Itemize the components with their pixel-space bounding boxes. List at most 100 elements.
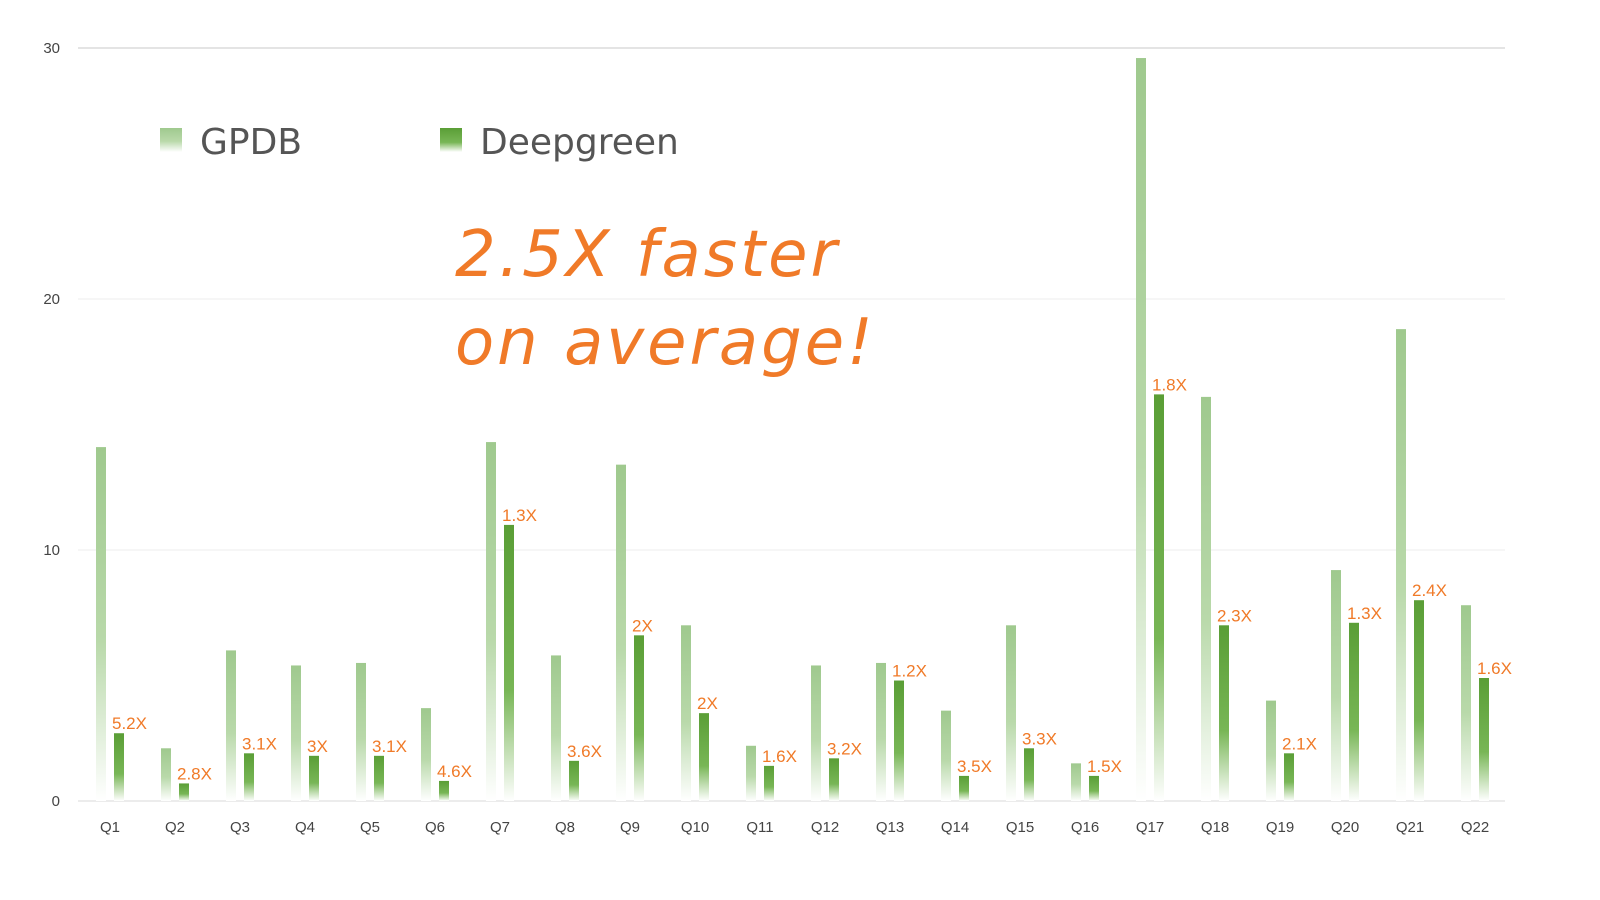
data-label: 1.3X	[502, 506, 537, 525]
annotation-line-1: 2.5X faster	[455, 218, 841, 292]
bar-deepgreen	[699, 713, 709, 801]
data-label: 1.8X	[1152, 375, 1187, 394]
data-label: 3.1X	[372, 737, 407, 756]
x-category-label: Q13	[876, 819, 904, 836]
x-category-label: Q11	[746, 819, 773, 836]
data-label: 1.6X	[1477, 659, 1512, 678]
bar-deepgreen	[634, 635, 644, 801]
bar-gpdb	[1461, 605, 1471, 801]
x-category-label: Q3	[230, 819, 250, 836]
bar-deepgreen	[504, 524, 514, 801]
legend-label-deepgreen: Deepgreen	[480, 122, 679, 163]
bar-deepgreen	[1089, 775, 1099, 801]
x-category-label: Q16	[1071, 819, 1099, 836]
annotation: 2.5X faster on average!	[455, 218, 876, 380]
x-category-label: Q18	[1201, 819, 1229, 836]
bars	[96, 58, 1489, 802]
bar-gpdb	[421, 708, 431, 801]
x-category-label: Q8	[555, 819, 575, 836]
bar-gpdb	[1071, 763, 1081, 801]
data-label: 2.8X	[177, 764, 212, 783]
bar-gpdb	[356, 662, 366, 801]
bar-gpdb	[1201, 396, 1211, 801]
bar-deepgreen	[374, 755, 384, 801]
x-category-label: Q12	[811, 819, 839, 836]
bar-deepgreen	[244, 753, 254, 801]
y-tick-label: 20	[43, 291, 60, 308]
annotation-line-2: on average!	[455, 306, 876, 380]
data-label: 5.2X	[112, 714, 147, 733]
bar-deepgreen	[959, 775, 969, 801]
bar-gpdb	[1136, 58, 1146, 802]
x-category-label: Q10	[681, 819, 709, 836]
bar-gpdb	[746, 745, 756, 801]
data-label: 3.3X	[1022, 729, 1057, 748]
bar-gpdb	[1266, 700, 1276, 801]
data-label: 2.1X	[1282, 734, 1317, 753]
x-category-label: Q15	[1006, 819, 1034, 836]
bar-deepgreen	[1219, 625, 1229, 801]
bar-gpdb	[941, 710, 951, 801]
bar-deepgreen	[114, 733, 124, 801]
x-category-label: Q22	[1461, 819, 1489, 836]
bar-gpdb	[291, 665, 301, 801]
y-axis-ticks: 0 10 20 30	[43, 40, 60, 810]
bar-gpdb	[96, 447, 106, 801]
bar-deepgreen	[764, 765, 774, 801]
legend-swatch-deepgreen	[440, 128, 462, 152]
data-label: 2.3X	[1217, 606, 1252, 625]
bar-gpdb	[681, 625, 691, 801]
data-label: 2.4X	[1412, 581, 1447, 600]
x-category-label: Q20	[1331, 819, 1359, 836]
bar-deepgreen	[1479, 678, 1489, 801]
bar-deepgreen	[309, 755, 319, 801]
data-label: 2X	[632, 616, 653, 635]
bar-deepgreen	[1349, 622, 1359, 801]
x-category-label: Q7	[490, 819, 510, 836]
bar-deepgreen	[1284, 753, 1294, 801]
bar-gpdb	[876, 662, 886, 801]
y-tick-label: 10	[43, 542, 60, 559]
bar-deepgreen	[439, 780, 449, 801]
bar-gpdb	[551, 655, 561, 801]
bar-gpdb	[486, 442, 496, 801]
bar-gpdb	[226, 650, 236, 801]
x-category-label: Q6	[425, 819, 445, 836]
bar-deepgreen	[894, 680, 904, 801]
data-label: 1.6X	[762, 747, 797, 766]
bar-gpdb	[811, 665, 821, 801]
data-label: 2X	[697, 694, 718, 713]
bar-deepgreen	[1414, 600, 1424, 801]
x-category-label: Q9	[620, 819, 640, 836]
data-label: 1.2X	[892, 662, 927, 681]
x-category-label: Q21	[1396, 819, 1424, 836]
bar-gpdb	[161, 748, 171, 801]
y-tick-label: 0	[52, 793, 60, 810]
bar-gpdb	[1396, 329, 1406, 801]
data-label: 3.1X	[242, 734, 277, 753]
bar-deepgreen	[1024, 748, 1034, 801]
x-category-label: Q5	[360, 819, 380, 836]
x-category-label: Q14	[941, 819, 969, 836]
data-labels: 5.2X 2.8X 3.1X 3X 3.1X 4.6X 1.3X 3.6X 2X 2X 1.6X 3.…	[112, 375, 1512, 783]
x-axis-categories: Q1 Q2 Q3 Q4 Q5 Q6 Q7 Q8 Q9 Q10 Q11 Q12 Q13 Q14 Q15 Q16 Q…	[100, 819, 1489, 836]
bar-gpdb	[1006, 625, 1016, 801]
legend-label-gpdb: GPDB	[200, 122, 302, 163]
bar-deepgreen	[179, 783, 189, 801]
bar-gpdb	[1331, 570, 1341, 801]
data-label: 3.6X	[567, 742, 602, 761]
x-category-label: Q4	[295, 819, 315, 836]
legend-swatch-gpdb	[160, 128, 182, 152]
x-category-label: Q17	[1136, 819, 1164, 836]
data-label: 1.3X	[1347, 604, 1382, 623]
data-label: 3.2X	[827, 739, 862, 758]
y-tick-label: 30	[43, 40, 60, 57]
data-label: 3X	[307, 737, 328, 756]
x-category-label: Q2	[165, 819, 185, 836]
bar-gpdb	[616, 464, 626, 801]
x-category-label: Q19	[1266, 819, 1294, 836]
bar-deepgreen	[829, 758, 839, 801]
data-label: 4.6X	[437, 762, 472, 781]
bar-deepgreen	[1154, 394, 1164, 801]
